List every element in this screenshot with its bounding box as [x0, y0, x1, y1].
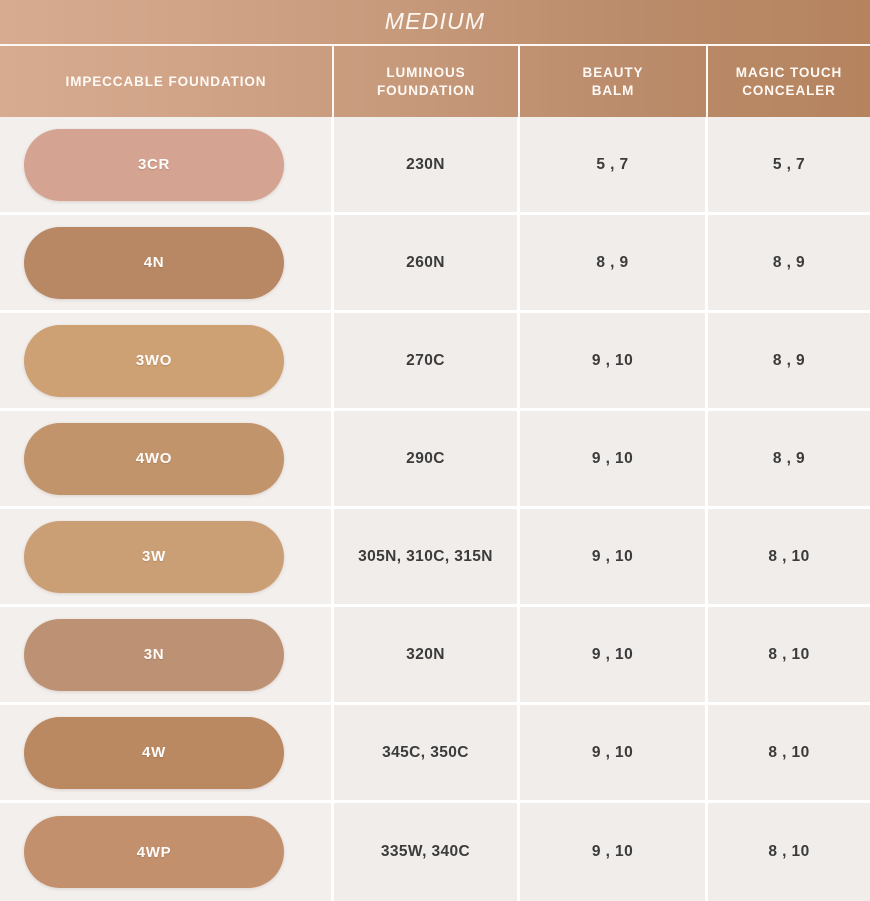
shade-swatch-cell[interactable]: 3CR	[0, 117, 334, 212]
magic-touch-concealer-cell: 8 , 9	[708, 313, 870, 408]
shade-swatch-cell[interactable]: 4N	[0, 215, 334, 310]
luminous-foundation-cell: 260N	[334, 215, 520, 310]
beauty-balm-cell: 8 , 9	[520, 215, 708, 310]
table-row: 3W 305N, 310C, 315N 9 , 10 8 , 10	[0, 509, 870, 607]
column-header-impeccable-foundation: IMPECCABLE FOUNDATION	[0, 46, 334, 117]
table-row: 4WO 290C 9 , 10 8 , 9	[0, 411, 870, 509]
banner-medium: MEDIUM	[0, 0, 870, 44]
luminous-foundation-cell: 305N, 310C, 315N	[334, 509, 520, 604]
cell-value: 8 , 9	[772, 253, 806, 271]
shade-swatch-label: 4W	[142, 744, 166, 761]
shade-swatch[interactable]: 4N	[24, 226, 284, 299]
luminous-foundation-cell: 335W, 340C	[334, 803, 520, 901]
shade-swatch[interactable]: 3N	[24, 618, 284, 691]
banner-title: MEDIUM	[384, 7, 486, 34]
magic-touch-concealer-cell: 8 , 10	[708, 803, 870, 901]
shade-swatch-label: 3W	[142, 548, 166, 565]
cell-value: 230N	[406, 155, 445, 173]
cell-value: 305N, 310C, 315N	[358, 547, 493, 565]
table-row: 4WP 335W, 340C 9 , 10 8 , 10	[0, 803, 870, 901]
magic-touch-concealer-cell: 8 , 10	[708, 705, 870, 800]
luminous-foundation-cell: 345C, 350C	[334, 705, 520, 800]
cell-value: 9 , 10	[591, 843, 634, 860]
table-row: 3CR 230N 5 , 7 5 , 7	[0, 117, 870, 215]
table-row: 4N 260N 8 , 9 8 , 9	[0, 215, 870, 313]
cell-value: 270C	[406, 351, 445, 369]
shade-swatch[interactable]: 4W	[24, 716, 284, 789]
column-header-line-1: LUMINOUS	[386, 65, 466, 81]
cell-value: 8 , 10	[768, 843, 810, 860]
magic-touch-concealer-cell: 8 , 9	[708, 215, 870, 310]
luminous-foundation-cell: 230N	[334, 117, 520, 212]
shade-swatch[interactable]: 4WO	[24, 422, 284, 495]
beauty-balm-cell: 5 , 7	[520, 117, 708, 212]
column-header-luminous-foundation: LUMINOUS FOUNDATION	[334, 46, 520, 117]
column-header-label: BEAUTY BALM	[583, 64, 644, 99]
shade-swatch-cell[interactable]: 4W	[0, 705, 334, 800]
shade-swatch-cell[interactable]: 3N	[0, 607, 334, 702]
cell-value: 9 , 10	[591, 449, 634, 467]
cell-value: 8 , 9	[772, 351, 806, 369]
cell-value: 335W, 340C	[380, 843, 471, 860]
magic-touch-concealer-cell: 8 , 10	[708, 509, 870, 604]
luminous-foundation-cell: 270C	[334, 313, 520, 408]
table-row: 4W 345C, 350C 9 , 10 8 , 10	[0, 705, 870, 803]
column-header-line-2: FOUNDATION	[377, 82, 475, 98]
shade-swatch-label: 3N	[143, 646, 165, 663]
column-header-magic-touch-concealer: MAGIC TOUCH CONCEALER	[708, 46, 870, 117]
shade-swatch-cell[interactable]: 3W	[0, 509, 334, 604]
shade-swatch-cell[interactable]: 4WP	[0, 803, 334, 901]
shade-swatch[interactable]: 3WO	[24, 324, 284, 397]
cell-value: 345C, 350C	[382, 743, 469, 761]
cell-value: 260N	[406, 253, 445, 271]
table-row: 3N 320N 9 , 10 8 , 10	[0, 607, 870, 705]
beauty-balm-cell: 9 , 10	[520, 705, 708, 800]
column-header-line-2: CONCEALER	[742, 82, 836, 98]
shade-swatch[interactable]: 3W	[24, 520, 284, 593]
cell-value: 5 , 7	[772, 155, 806, 173]
magic-touch-concealer-cell: 8 , 10	[708, 607, 870, 702]
shade-swatch-label: 4WO	[135, 450, 173, 467]
cell-value: 5 , 7	[596, 155, 629, 173]
beauty-balm-cell: 9 , 10	[520, 607, 708, 702]
luminous-foundation-cell: 320N	[334, 607, 520, 702]
cell-value: 290C	[406, 449, 445, 467]
table-header-row: IMPECCABLE FOUNDATION LUMINOUS FOUNDATIO…	[0, 44, 870, 117]
magic-touch-concealer-cell: 5 , 7	[708, 117, 870, 212]
shade-swatch-label: 4N	[143, 254, 165, 271]
cell-value: 8 , 10	[768, 547, 810, 565]
beauty-balm-cell: 9 , 10	[520, 509, 708, 604]
table-body: 3CR 230N 5 , 7 5 , 7 4N 260N 8 , 9 8 , 9 3WO 270C…	[0, 117, 870, 901]
cell-value: 8 , 9	[596, 253, 629, 271]
column-header-label: LUMINOUS FOUNDATION	[377, 64, 475, 99]
cell-value: 320N	[406, 645, 445, 663]
shade-swatch[interactable]: 4WP	[24, 816, 284, 888]
cell-value: 9 , 10	[591, 645, 634, 663]
cell-value: 9 , 10	[591, 743, 634, 761]
cell-value: 9 , 10	[591, 351, 634, 369]
shade-swatch-label: 3CR	[137, 156, 171, 173]
shade-swatch[interactable]: 3CR	[24, 128, 284, 201]
cell-value: 8 , 10	[768, 645, 810, 663]
column-header-label: MAGIC TOUCH CONCEALER	[736, 64, 842, 99]
shade-swatch-cell[interactable]: 3WO	[0, 313, 334, 408]
cell-value: 8 , 9	[772, 449, 806, 467]
column-header-line-1: MAGIC TOUCH	[735, 65, 843, 81]
shade-swatch-cell[interactable]: 4WO	[0, 411, 334, 506]
magic-touch-concealer-cell: 8 , 9	[708, 411, 870, 506]
table-row: 3WO 270C 9 , 10 8 , 9	[0, 313, 870, 411]
column-header-beauty-balm: BEAUTY BALM	[520, 46, 708, 117]
shade-swatch-label: 3WO	[135, 352, 173, 369]
cell-value: 8 , 10	[768, 743, 810, 761]
luminous-foundation-cell: 290C	[334, 411, 520, 506]
beauty-balm-cell: 9 , 10	[520, 411, 708, 506]
shade-swatch-label: 4WP	[136, 843, 172, 861]
cell-value: 9 , 10	[591, 547, 634, 565]
column-header-line-2: BALM	[591, 82, 635, 98]
beauty-balm-cell: 9 , 10	[520, 803, 708, 901]
column-header-line-1: BEAUTY	[582, 65, 644, 81]
column-header-label: IMPECCABLE FOUNDATION	[65, 73, 267, 89]
beauty-balm-cell: 9 , 10	[520, 313, 708, 408]
